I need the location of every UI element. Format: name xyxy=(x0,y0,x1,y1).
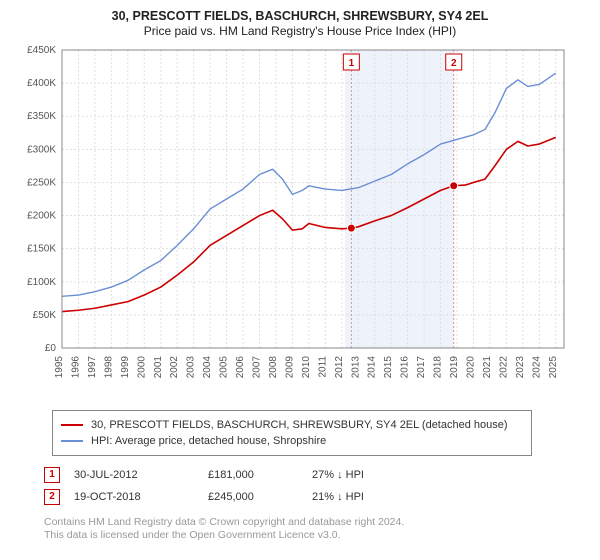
title-area: 30, PRESCOTT FIELDS, BASCHURCH, SHREWSBU… xyxy=(14,8,586,40)
svg-text:2008: 2008 xyxy=(268,355,279,378)
svg-text:2022: 2022 xyxy=(498,355,509,378)
svg-text:2006: 2006 xyxy=(235,355,246,378)
svg-text:1998: 1998 xyxy=(103,355,114,378)
legend-label: 30, PRESCOTT FIELDS, BASCHURCH, SHREWSBU… xyxy=(91,419,508,431)
marker-badge: 2 xyxy=(44,489,60,505)
chart-title-address: 30, PRESCOTT FIELDS, BASCHURCH, SHREWSBU… xyxy=(14,8,586,24)
svg-text:2016: 2016 xyxy=(400,355,411,378)
sale-marker-row: 1 30-JUL-2012 £181,000 27% ↓ HPI xyxy=(44,464,586,486)
marker-badge: 1 xyxy=(44,467,60,483)
svg-text:2010: 2010 xyxy=(301,355,312,378)
svg-text:2003: 2003 xyxy=(186,355,197,378)
legend-label: HPI: Average price, detached house, Shro… xyxy=(91,435,326,447)
svg-text:2023: 2023 xyxy=(515,355,526,378)
svg-text:2020: 2020 xyxy=(465,355,476,378)
footer-line: Contains HM Land Registry data © Crown c… xyxy=(44,516,586,529)
svg-text:2007: 2007 xyxy=(252,355,263,378)
chart-area: £0 £50K £100K £150K £200K £250K £300K £350K £400… xyxy=(14,44,586,404)
line-chart-svg: £0 £50K £100K £150K £200K £250K £300K £350K £400… xyxy=(14,44,574,394)
marker-date: 19-OCT-2018 xyxy=(74,491,194,503)
svg-text:2019: 2019 xyxy=(449,355,460,378)
legend-swatch xyxy=(61,424,83,426)
marker-price: £181,000 xyxy=(208,469,298,481)
sale-marker-row: 2 19-OCT-2018 £245,000 21% ↓ HPI xyxy=(44,486,586,508)
svg-text:£350K: £350K xyxy=(27,111,56,122)
footer-line: This data is licensed under the Open Gov… xyxy=(44,529,586,542)
legend-box: 30, PRESCOTT FIELDS, BASCHURCH, SHREWSBU… xyxy=(52,410,532,456)
marker-date: 30-JUL-2012 xyxy=(74,469,194,481)
svg-text:2011: 2011 xyxy=(317,355,328,377)
svg-text:2021: 2021 xyxy=(482,355,493,378)
svg-text:£0: £0 xyxy=(45,343,57,354)
svg-text:2004: 2004 xyxy=(202,355,213,378)
svg-text:£100K: £100K xyxy=(27,277,56,288)
svg-text:1999: 1999 xyxy=(120,355,131,378)
svg-text:2018: 2018 xyxy=(433,355,444,378)
chart-subtitle: Price paid vs. HM Land Registry's House … xyxy=(14,24,586,40)
svg-text:1996: 1996 xyxy=(70,355,81,378)
svg-text:2017: 2017 xyxy=(416,355,427,378)
svg-text:2014: 2014 xyxy=(367,355,378,378)
sale-markers-table: 1 30-JUL-2012 £181,000 27% ↓ HPI 2 19-OC… xyxy=(44,464,586,508)
svg-text:£50K: £50K xyxy=(33,310,57,321)
svg-text:2: 2 xyxy=(451,58,457,69)
svg-text:£150K: £150K xyxy=(27,244,56,255)
svg-text:£200K: £200K xyxy=(27,210,56,221)
svg-text:2013: 2013 xyxy=(350,355,361,378)
svg-text:1995: 1995 xyxy=(54,355,65,378)
svg-text:£400K: £400K xyxy=(27,78,56,89)
legend-item: 30, PRESCOTT FIELDS, BASCHURCH, SHREWSBU… xyxy=(61,417,523,433)
svg-text:2001: 2001 xyxy=(153,355,164,378)
svg-text:2005: 2005 xyxy=(219,355,230,378)
svg-text:£250K: £250K xyxy=(27,177,56,188)
marker-delta: 21% ↓ HPI xyxy=(312,491,402,503)
svg-text:2000: 2000 xyxy=(136,355,147,378)
legend-item: HPI: Average price, detached house, Shro… xyxy=(61,433,523,449)
svg-text:2015: 2015 xyxy=(383,355,394,378)
footer-attribution: Contains HM Land Registry data © Crown c… xyxy=(44,516,586,542)
marker-price: £245,000 xyxy=(208,491,298,503)
svg-text:1: 1 xyxy=(349,58,355,69)
svg-text:2012: 2012 xyxy=(334,355,345,378)
legend-swatch xyxy=(61,440,83,442)
svg-text:1997: 1997 xyxy=(87,355,98,378)
chart-container: 30, PRESCOTT FIELDS, BASCHURCH, SHREWSBU… xyxy=(0,0,600,560)
marker-delta: 27% ↓ HPI xyxy=(312,469,402,481)
svg-text:£300K: £300K xyxy=(27,144,56,155)
svg-text:2024: 2024 xyxy=(531,355,542,378)
svg-text:2009: 2009 xyxy=(284,355,295,378)
svg-text:2025: 2025 xyxy=(548,355,559,378)
svg-text:£450K: £450K xyxy=(27,45,56,56)
svg-text:2002: 2002 xyxy=(169,355,180,378)
